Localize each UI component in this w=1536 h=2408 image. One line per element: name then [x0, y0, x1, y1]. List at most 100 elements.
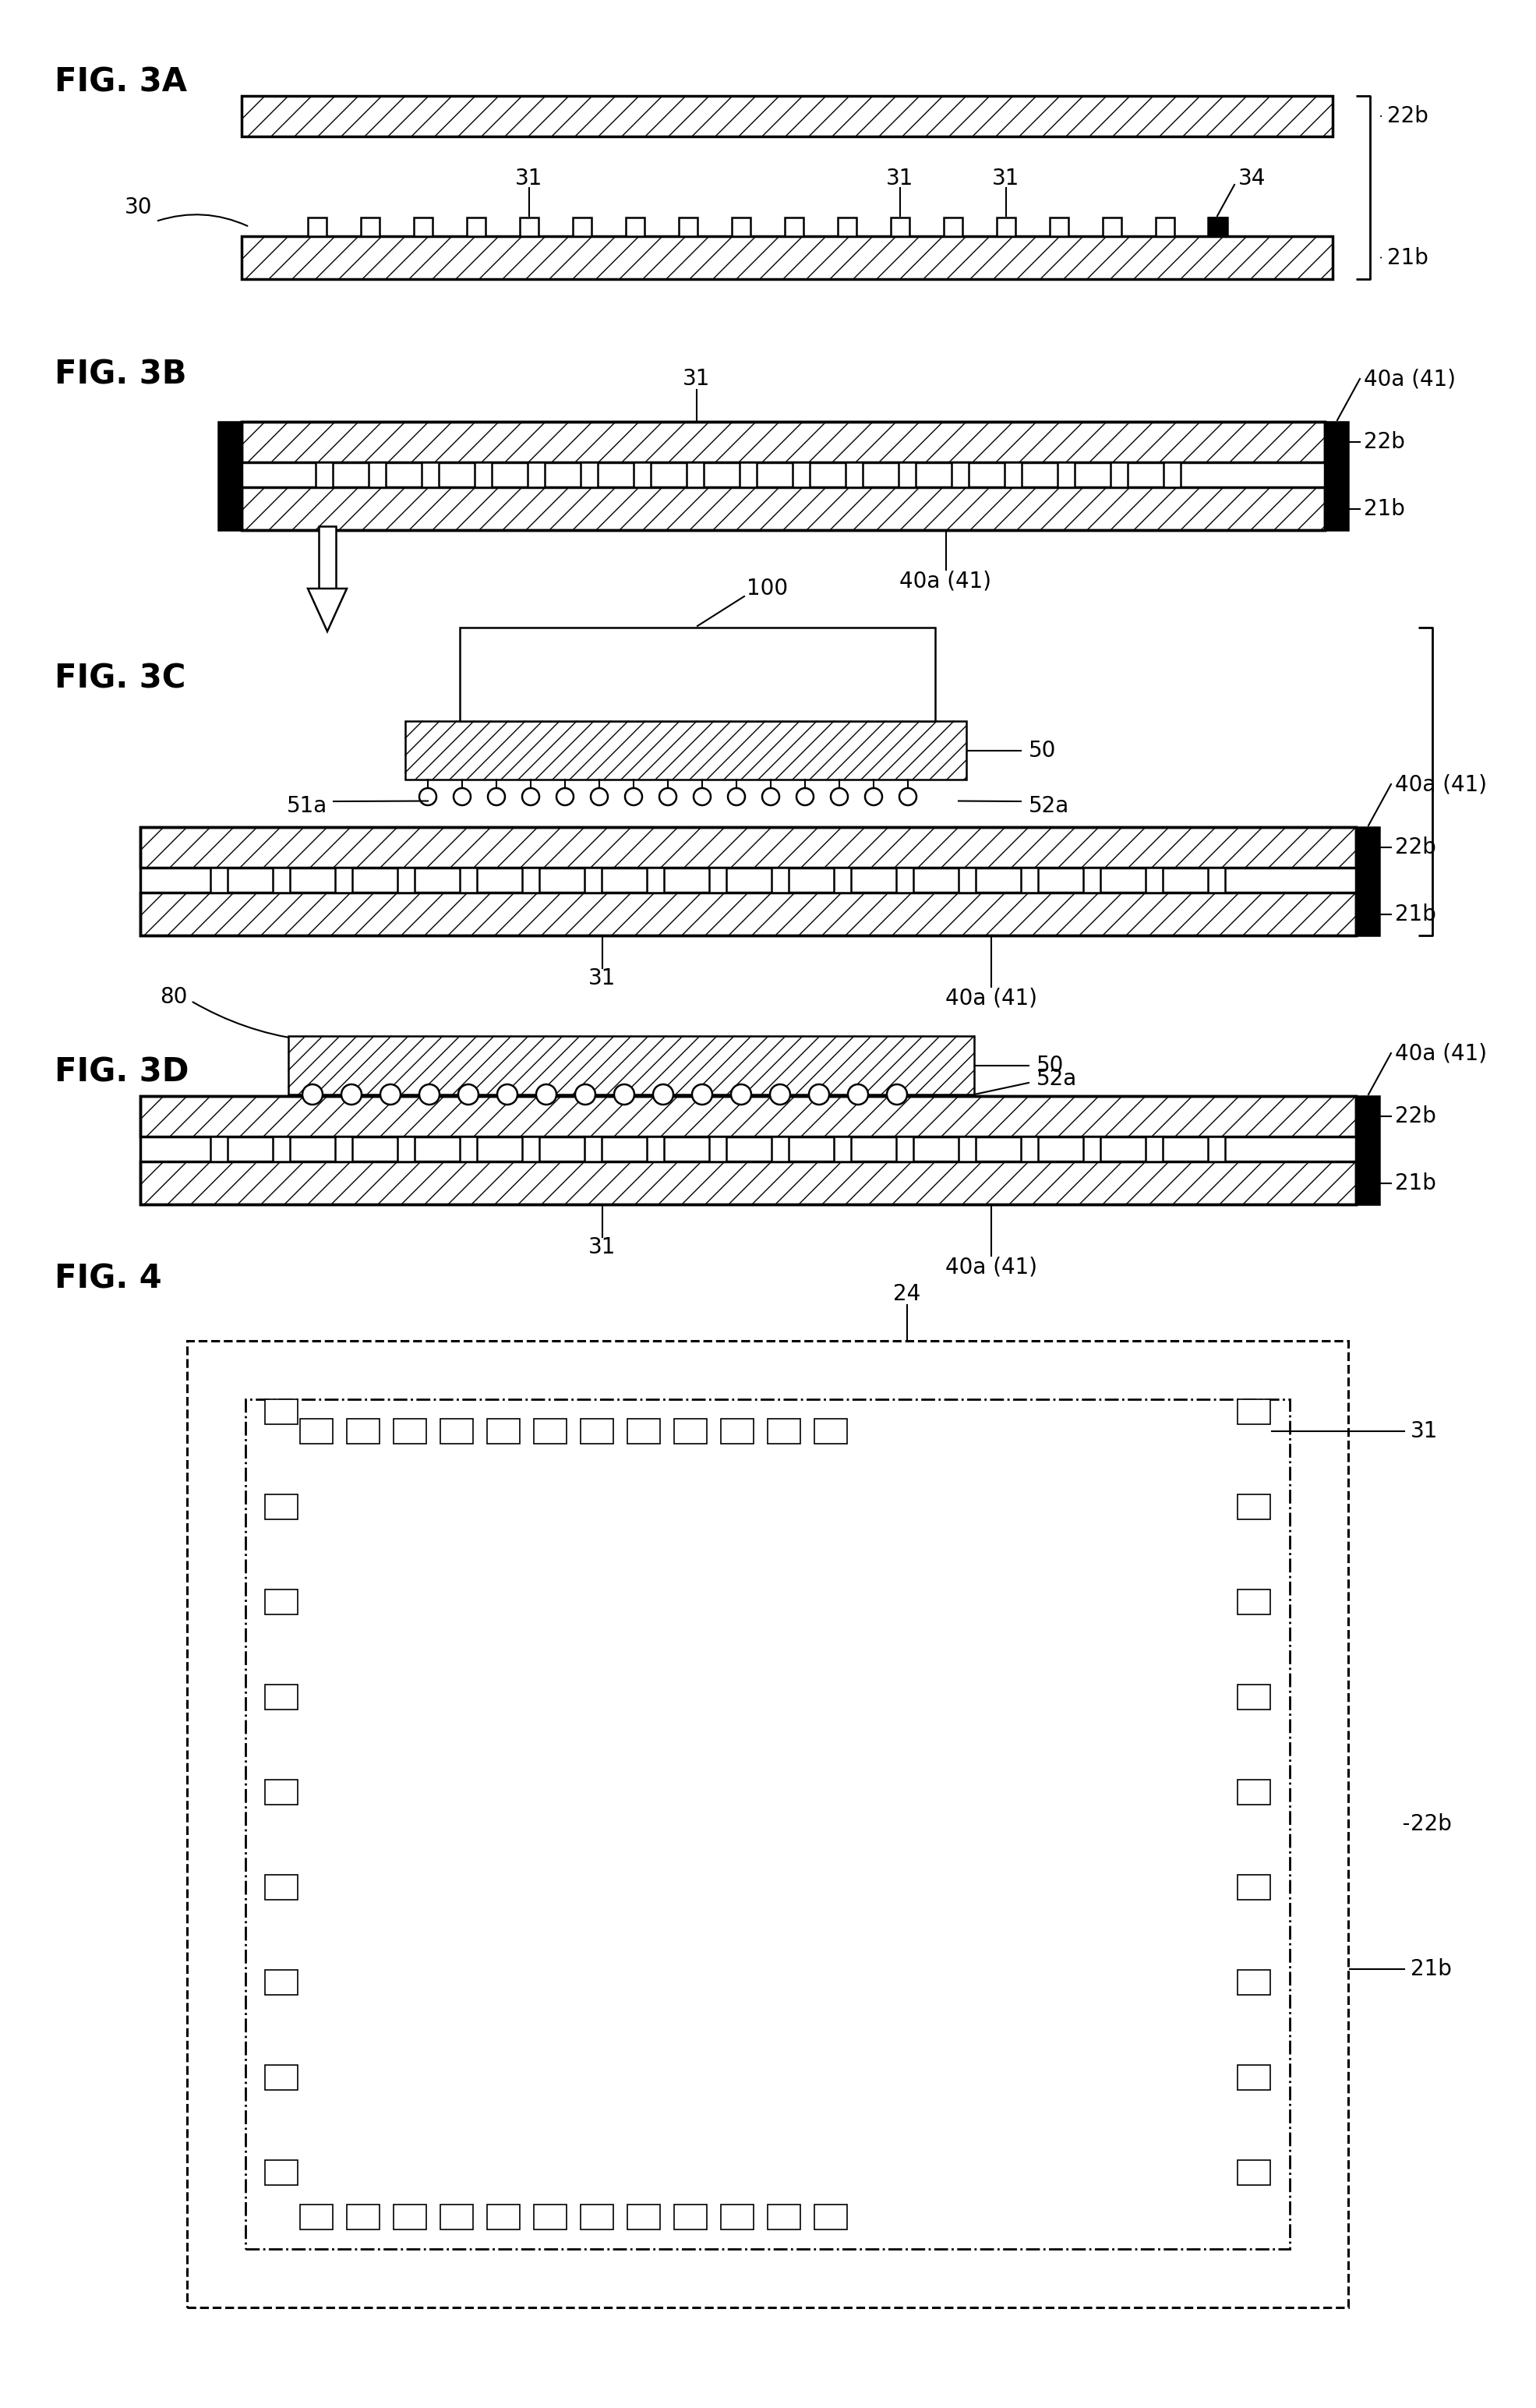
Bar: [347, 2206, 379, 2230]
Text: 31: 31: [588, 968, 616, 990]
Bar: [1155, 217, 1175, 236]
Bar: [768, 1418, 800, 1445]
Bar: [647, 1137, 664, 1161]
Text: 40a (41): 40a (41): [900, 571, 992, 592]
Circle shape: [303, 1084, 323, 1105]
Bar: [335, 1137, 352, 1161]
Bar: [793, 462, 809, 486]
Bar: [459, 1137, 478, 1161]
Circle shape: [848, 1084, 868, 1105]
Bar: [581, 462, 598, 486]
Circle shape: [574, 1084, 596, 1105]
Bar: [273, 867, 290, 893]
Bar: [1358, 1096, 1379, 1204]
Bar: [834, 1137, 851, 1161]
Bar: [951, 462, 969, 486]
Bar: [1238, 1970, 1270, 1994]
Circle shape: [341, 1084, 361, 1105]
Bar: [1238, 2066, 1270, 2090]
Bar: [413, 217, 433, 236]
Circle shape: [809, 1084, 829, 1105]
Bar: [398, 867, 415, 893]
Text: FIG. 3B: FIG. 3B: [55, 359, 187, 390]
Text: 22b: 22b: [1364, 431, 1405, 453]
Bar: [487, 1418, 519, 1445]
Bar: [674, 1418, 707, 1445]
Bar: [1238, 1876, 1270, 1900]
Bar: [210, 1137, 227, 1161]
Bar: [266, 1780, 298, 1804]
Bar: [289, 1035, 974, 1096]
Bar: [891, 217, 909, 236]
Bar: [1238, 1589, 1270, 1613]
Bar: [140, 893, 1356, 934]
Bar: [1238, 2160, 1270, 2184]
Bar: [241, 486, 1326, 530]
Bar: [393, 2206, 427, 2230]
Circle shape: [653, 1084, 673, 1105]
Bar: [958, 867, 975, 893]
Bar: [187, 1341, 1349, 2307]
Circle shape: [536, 1084, 556, 1105]
Bar: [895, 1137, 914, 1161]
Bar: [218, 421, 240, 530]
Text: 30: 30: [124, 197, 152, 219]
Bar: [307, 217, 327, 236]
Bar: [1207, 867, 1226, 893]
Bar: [535, 2206, 567, 2230]
Bar: [1238, 1399, 1270, 1423]
Bar: [627, 1418, 660, 1445]
Bar: [627, 2206, 660, 2230]
Bar: [369, 462, 386, 486]
Text: 21b: 21b: [1387, 246, 1428, 270]
Bar: [140, 1161, 1356, 1204]
Bar: [266, 1876, 298, 1900]
Bar: [625, 217, 645, 236]
Circle shape: [498, 1084, 518, 1105]
Bar: [581, 1418, 613, 1445]
Bar: [1327, 421, 1349, 530]
Text: 40a (41): 40a (41): [1364, 368, 1456, 390]
Bar: [335, 867, 352, 893]
Bar: [647, 867, 664, 893]
Bar: [1083, 1137, 1100, 1161]
Bar: [771, 1137, 788, 1161]
Bar: [527, 462, 545, 486]
Bar: [140, 826, 1356, 867]
Bar: [140, 1096, 1356, 1204]
Text: FIG. 3D: FIG. 3D: [55, 1055, 189, 1088]
Bar: [535, 1418, 567, 1445]
Bar: [768, 2206, 800, 2230]
Bar: [266, 1589, 298, 1613]
Bar: [398, 1137, 415, 1161]
Bar: [522, 1137, 539, 1161]
Bar: [315, 462, 333, 486]
Bar: [421, 462, 439, 486]
Bar: [1207, 217, 1227, 236]
Bar: [720, 1418, 754, 1445]
Bar: [834, 867, 851, 893]
Bar: [475, 462, 492, 486]
Bar: [459, 628, 935, 720]
Text: 22b: 22b: [1387, 106, 1428, 128]
Text: 22b: 22b: [1395, 836, 1436, 857]
Bar: [241, 96, 1333, 137]
Text: 31: 31: [516, 169, 542, 190]
Bar: [241, 421, 1326, 462]
Bar: [1358, 826, 1379, 934]
Bar: [241, 236, 1333, 279]
Bar: [1057, 462, 1075, 486]
Bar: [266, 1399, 298, 1423]
Bar: [1049, 217, 1069, 236]
Circle shape: [419, 1084, 439, 1105]
Circle shape: [381, 1084, 401, 1105]
Bar: [585, 1137, 602, 1161]
Text: 21b: 21b: [1395, 1173, 1436, 1194]
Bar: [1021, 1137, 1038, 1161]
Bar: [1238, 1686, 1270, 1710]
Bar: [997, 217, 1015, 236]
Bar: [519, 217, 539, 236]
Bar: [1005, 462, 1021, 486]
Bar: [943, 217, 963, 236]
Text: 40a (41): 40a (41): [1395, 1043, 1487, 1064]
